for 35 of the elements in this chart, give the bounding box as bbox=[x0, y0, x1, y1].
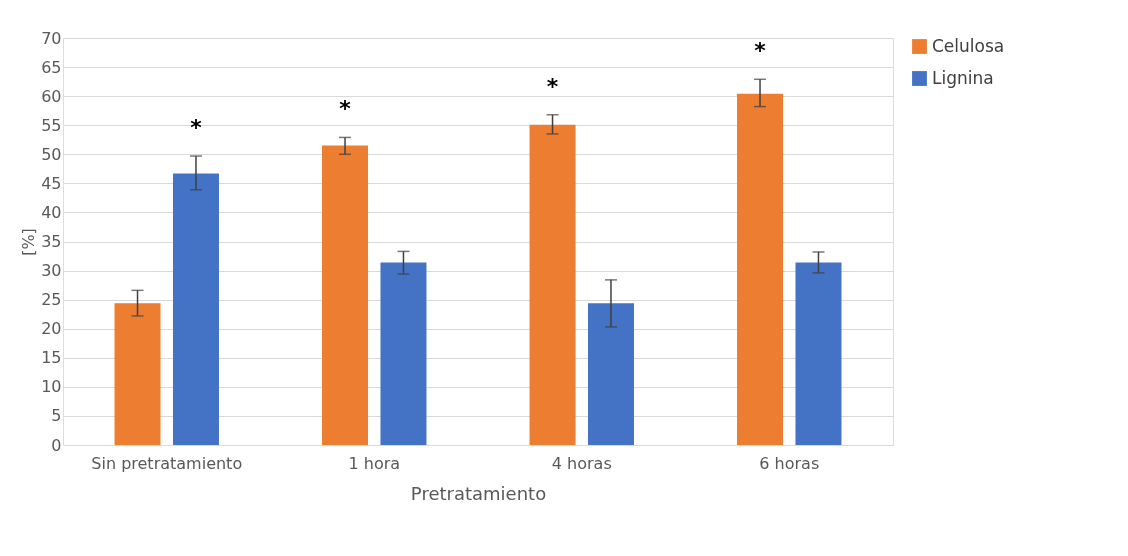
legend-label: Lignina bbox=[932, 67, 994, 88]
x-tick-label: 6 horas bbox=[759, 453, 820, 473]
x-tick-label: Sin pretratamiento bbox=[91, 453, 243, 473]
y-tick-label: 70 bbox=[41, 28, 62, 48]
y-tick-label: 15 bbox=[41, 348, 62, 368]
bar bbox=[529, 124, 576, 445]
y-axis-title: [%] bbox=[19, 228, 39, 256]
bar bbox=[172, 173, 219, 445]
y-tick-label: 40 bbox=[41, 202, 62, 222]
y-tick-label: 65 bbox=[41, 57, 62, 77]
y-tick-label: 5 bbox=[51, 406, 62, 426]
bar bbox=[380, 262, 427, 445]
annotation: * bbox=[754, 38, 767, 64]
annotation: * bbox=[339, 96, 352, 122]
y-tick-label: 35 bbox=[41, 232, 62, 251]
annotation: * bbox=[190, 115, 203, 141]
legend-label: Celulosa bbox=[932, 35, 1005, 56]
y-tick-label: 55 bbox=[41, 115, 62, 135]
y-tick-label: 50 bbox=[41, 144, 62, 164]
y-tick-label: 45 bbox=[41, 173, 62, 193]
y-tick-label: 25 bbox=[41, 290, 62, 310]
x-tick-label: 4 horas bbox=[551, 453, 612, 473]
y-tick-label: 60 bbox=[41, 86, 62, 106]
bar bbox=[587, 303, 634, 445]
bar bbox=[795, 262, 842, 445]
x-tick-label: 1 hora bbox=[348, 453, 401, 473]
y-tick-label: 20 bbox=[41, 319, 62, 339]
bar bbox=[737, 93, 784, 445]
annotation: * bbox=[546, 73, 559, 99]
bar bbox=[114, 303, 161, 445]
y-tick-label: 0 bbox=[51, 435, 62, 455]
bar bbox=[322, 145, 369, 445]
x-axis-title: Pretratamiento bbox=[410, 482, 547, 504]
y-tick-label: 30 bbox=[41, 261, 62, 281]
y-tick-label: 10 bbox=[41, 377, 62, 397]
